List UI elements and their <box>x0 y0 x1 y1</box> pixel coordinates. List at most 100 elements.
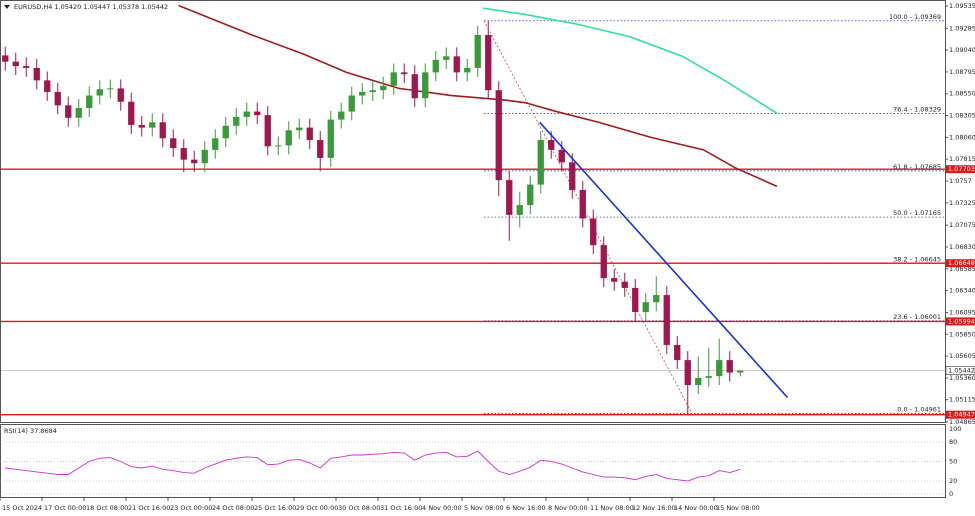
candle-body <box>726 360 733 373</box>
y-tick-label: 1.09285 <box>949 24 975 32</box>
y-tick-label: 1.05605 <box>949 352 975 360</box>
level-badge-label: 1.07703 <box>948 165 975 173</box>
fib-label: 76.4 - 1.08329 <box>893 105 941 113</box>
candle-body <box>107 88 114 90</box>
y-tick-label: 1.0757 <box>949 177 972 185</box>
y-tick-label: 1.08305 <box>949 112 975 120</box>
candle-body <box>642 302 649 312</box>
candle-body <box>663 295 670 345</box>
candle-body <box>243 111 250 117</box>
level-badge <box>946 165 975 174</box>
x-tick-label: 15 Nov 08:00 <box>716 504 760 512</box>
candle-body <box>737 370 744 373</box>
x-tick-label: 6 Nov 16:00 <box>506 504 546 512</box>
level-badge <box>946 317 975 326</box>
fib-label: 61.8 - 1.07685 <box>893 163 941 171</box>
x-tick-label: 18 Oct 08:00 <box>86 504 128 512</box>
x-tick-label: 14 Nov 00:00 <box>674 504 718 512</box>
y-tick-label: 1.07815 <box>949 155 975 163</box>
candle-body <box>527 184 534 206</box>
symbol-arrow <box>4 5 10 9</box>
candle-body <box>621 281 628 288</box>
y-tick-label: 1.06095 <box>949 308 975 316</box>
fib-label: 50.0 - 1.07165 <box>893 209 941 217</box>
candle-body <box>254 111 261 116</box>
y-tick-label: 1.04865 <box>949 418 975 426</box>
y-tick-label: 1.08550 <box>949 90 975 98</box>
candle-body <box>411 74 418 99</box>
candle-body <box>338 111 345 120</box>
candle-body <box>600 245 607 279</box>
candle-body <box>611 278 618 282</box>
candle-body <box>86 95 93 108</box>
fib-label: 23.6 - 1.06001 <box>893 313 941 321</box>
candle-body <box>674 344 681 361</box>
candle-body <box>380 85 387 91</box>
candle-body <box>2 55 9 62</box>
candle-body <box>233 116 240 126</box>
candle-body <box>54 91 61 106</box>
candle-body <box>569 162 576 190</box>
y-tick-label: 1.08060 <box>949 133 975 141</box>
y-tick-label: 1.05115 <box>949 396 975 404</box>
candle-body <box>390 72 397 86</box>
rsi-title: RSI(14) 37.8684 <box>4 427 57 435</box>
candle-body <box>369 90 376 92</box>
candle-body <box>128 101 135 125</box>
candle-body <box>359 91 366 96</box>
candle-body <box>296 127 303 131</box>
candle-body <box>12 61 19 67</box>
level-badge-label: 1.05994 <box>948 317 975 325</box>
x-tick-label: 21 Oct 16:00 <box>128 504 170 512</box>
candle-body <box>180 148 187 160</box>
fib-label: 38.2 - 1.06645 <box>893 255 941 263</box>
y-tick-label: 1.09040 <box>949 46 975 54</box>
candle-body <box>285 130 292 146</box>
x-tick-label: 23 Oct 00:00 <box>170 504 212 512</box>
candle-body <box>96 89 103 96</box>
candle-body <box>632 287 639 312</box>
level-badge-label: 1.06648 <box>948 259 975 267</box>
x-tick-label: 5 Nov 08:00 <box>464 504 504 512</box>
candle-body <box>170 138 177 149</box>
level-badge <box>946 259 975 268</box>
last-price-badge <box>945 366 975 375</box>
candle-body <box>306 127 313 141</box>
x-tick-label: 11 Nov 08:00 <box>590 504 634 512</box>
y-tick-label: 1.07075 <box>949 221 975 229</box>
x-tick-label: 31 Oct 16:00 <box>380 504 422 512</box>
candle-body <box>453 56 460 73</box>
y-tick-label: 1.05360 <box>949 374 975 382</box>
fib-label: 100.0 - 1.09369 <box>889 13 941 21</box>
candle-body <box>23 66 30 68</box>
y-tick-label: 1.09535 <box>949 2 975 10</box>
candle-body <box>149 122 156 128</box>
candle-body <box>432 59 439 73</box>
rsi-tick-label: 80 <box>949 438 957 446</box>
chart-title: EURUSD,H4 1.05420 1.05447 1.05378 1.0544… <box>14 3 168 11</box>
y-tick-label: 1.05850 <box>949 330 975 338</box>
y-tick-label: 1.06585 <box>949 265 975 273</box>
x-tick-label: 29 Oct 00:00 <box>296 504 338 512</box>
x-tick-label: 4 Nov 00:00 <box>422 504 462 512</box>
candle-body <box>201 149 208 164</box>
candle-body <box>506 180 513 215</box>
candle-body <box>348 95 355 112</box>
candle-body <box>264 115 271 147</box>
candle-body <box>537 140 544 185</box>
candle-body <box>684 360 691 386</box>
candle-body <box>44 80 51 92</box>
trendline <box>539 121 789 399</box>
y-tick-label: 1.07325 <box>949 199 975 207</box>
x-tick-label: 25 Oct 16:00 <box>254 504 296 512</box>
candle-body <box>317 140 324 158</box>
level-badge <box>946 410 975 419</box>
candle-body <box>65 105 72 118</box>
y-tick-label: 1.08795 <box>949 68 975 76</box>
candle-body <box>485 34 492 91</box>
moving-average <box>482 7 778 115</box>
x-tick-label: 15 Oct 2024 <box>2 504 42 512</box>
rsi-line <box>5 450 741 482</box>
x-tick-label: 17 Oct 00:00 <box>44 504 86 512</box>
